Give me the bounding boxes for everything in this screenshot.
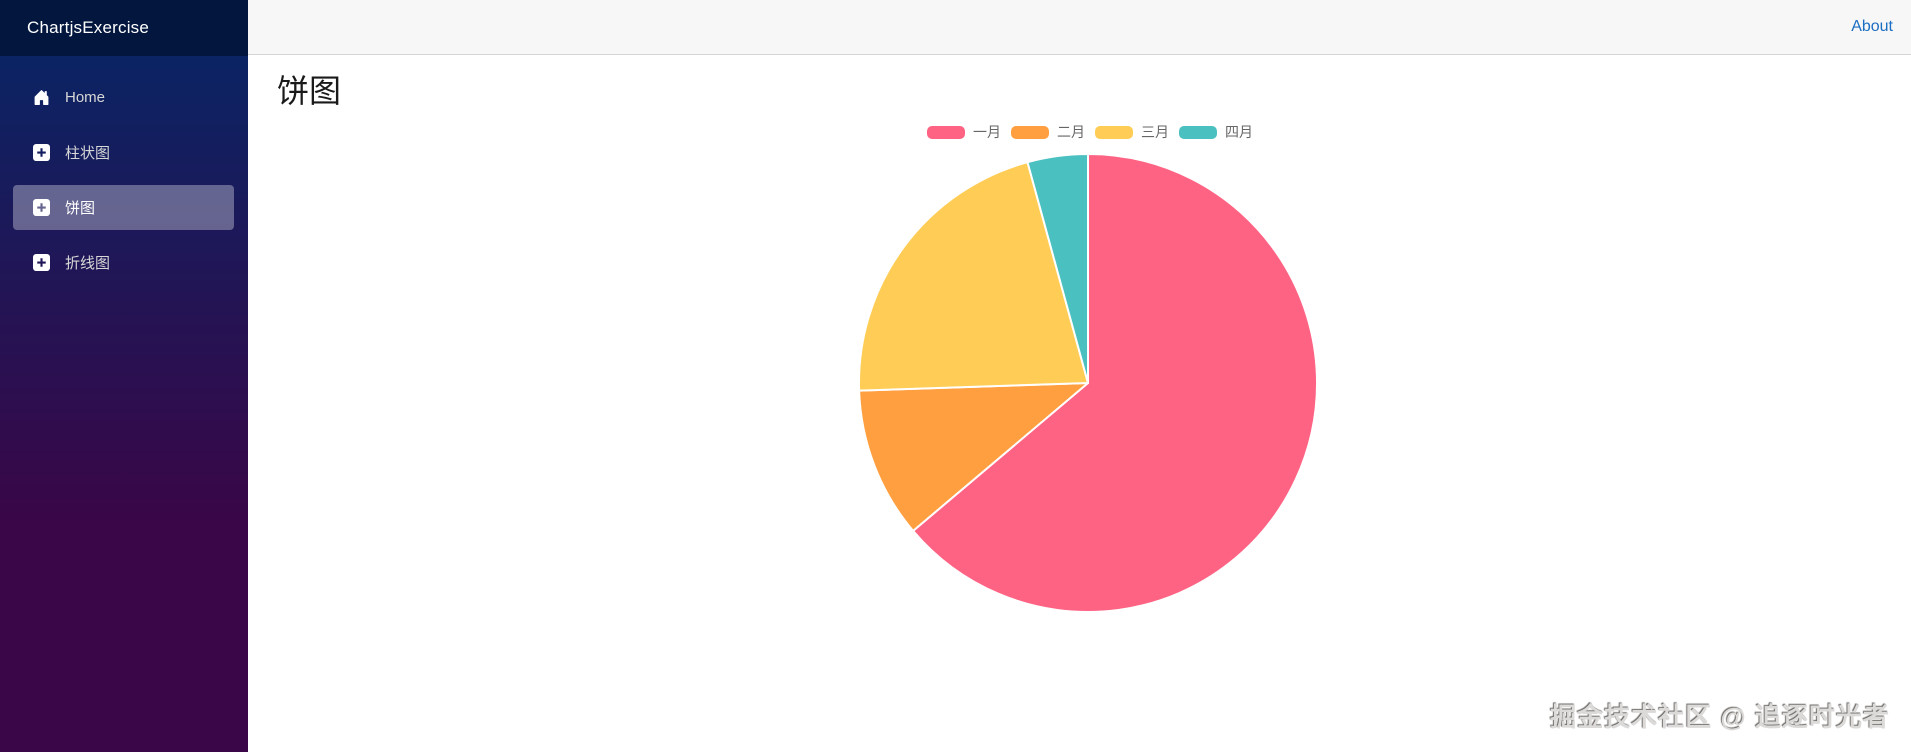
legend-label: 一月 xyxy=(973,124,1001,140)
sidebar-item-label: 折线图 xyxy=(65,255,111,272)
plus-square-icon xyxy=(33,254,50,271)
legend-swatch xyxy=(1011,125,1049,139)
pie-chart xyxy=(858,152,1318,613)
sidebar-item-label: 柱状图 xyxy=(65,145,111,162)
sidebar-nav: Home 柱状图 饼图 折线图 xyxy=(0,56,248,285)
chart-legend: 一月 二月 三月 四月 xyxy=(922,122,1258,142)
plus-square-icon xyxy=(33,144,50,161)
sidebar: ChartjsExercise Home 柱状图 饼图 折线图 xyxy=(0,0,248,752)
legend-label: 四月 xyxy=(1225,124,1253,140)
pie-slice-三月[interactable] xyxy=(858,161,1089,392)
legend-swatch xyxy=(927,125,965,139)
legend-label: 二月 xyxy=(1057,124,1085,140)
pie-slice-一月[interactable] xyxy=(912,152,1318,613)
sidebar-item-bar-chart[interactable]: 柱状图 xyxy=(13,130,234,175)
plus-square-icon xyxy=(33,199,50,216)
legend-item[interactable]: 一月 xyxy=(927,122,1001,142)
sidebar-item-label: 饼图 xyxy=(65,200,96,217)
about-link[interactable]: About xyxy=(1851,18,1893,35)
main-content: 饼图 一月 二月 三月 四月 掘金技术社区 @ 追逐时光者 xyxy=(248,56,1911,752)
app-brand[interactable]: ChartjsExercise xyxy=(27,18,150,37)
legend-item[interactable]: 四月 xyxy=(1179,122,1253,142)
brand-bar: ChartjsExercise xyxy=(0,0,248,56)
sidebar-item-line-chart[interactable]: 折线图 xyxy=(13,240,234,285)
top-bar: About xyxy=(248,0,1911,55)
home-icon xyxy=(34,90,49,105)
sidebar-item-pie-chart[interactable]: 饼图 xyxy=(13,185,234,230)
legend-swatch xyxy=(1179,125,1217,139)
sidebar-item-home[interactable]: Home xyxy=(13,75,234,120)
page-title: 饼图 xyxy=(277,73,342,109)
legend-item[interactable]: 三月 xyxy=(1095,122,1169,142)
sidebar-item-label: Home xyxy=(65,89,106,106)
legend-item[interactable]: 二月 xyxy=(1011,122,1085,142)
legend-swatch xyxy=(1095,125,1133,139)
pie-slice-二月[interactable] xyxy=(858,382,1089,532)
pie-slice-四月[interactable] xyxy=(1026,152,1089,384)
watermark: 掘金技术社区 @ 追逐时光者 xyxy=(1550,702,1890,732)
legend-label: 三月 xyxy=(1141,124,1169,140)
